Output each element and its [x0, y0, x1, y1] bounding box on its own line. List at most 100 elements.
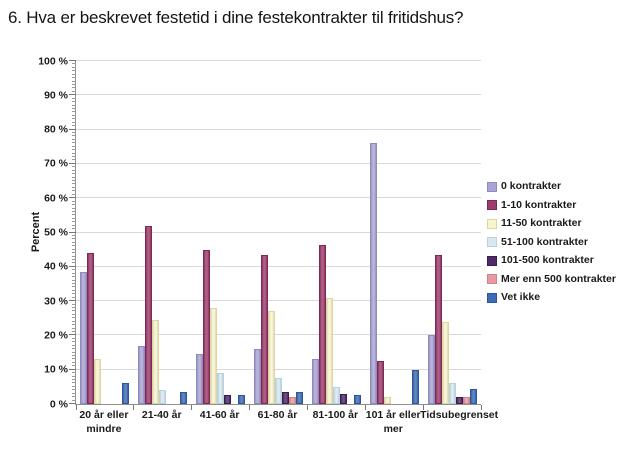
legend-item: 11-50 kontrakter: [487, 218, 616, 229]
bar-1-10-kontrakter: [145, 225, 153, 404]
y-minor-tick: [72, 183, 76, 185]
bar-11-50-kontrakter: [94, 359, 102, 404]
bar-group: [365, 61, 423, 404]
y-minor-tick: [72, 149, 76, 151]
y-tick-label: 50 %: [44, 226, 68, 239]
legend: 0 kontrakter 1-10 kontrakter 11-50 kontrak…: [487, 181, 616, 311]
legend-item: 1-10 kontrakter: [487, 200, 616, 211]
y-minor-tick: [72, 104, 76, 106]
x-axis-tick: [249, 405, 251, 410]
y-minor-tick: [72, 306, 76, 308]
bar-group: [76, 61, 134, 404]
y-minor-tick: [72, 228, 76, 230]
y-minor-tick: [72, 327, 76, 329]
legend-item: 101-500 kontrakter: [487, 255, 616, 266]
y-minor-tick: [72, 152, 76, 154]
chart-title: 6. Hva er beskrevet festetid i dine fest…: [8, 8, 464, 27]
y-minor-tick: [72, 135, 76, 137]
legend-label: 1-10 kontrakter: [501, 198, 577, 211]
legend-swatch: [487, 292, 497, 303]
bar-group: [192, 61, 250, 404]
y-minor-tick: [72, 310, 76, 312]
y-minor-tick: [72, 358, 76, 360]
y-minor-tick: [72, 224, 76, 226]
x-category-label: 81-100 år: [312, 409, 359, 421]
gridline: [76, 60, 481, 61]
y-tick-label: 30 %: [44, 294, 68, 307]
y-minor-tick: [72, 210, 76, 212]
y-minor-tick: [72, 142, 76, 144]
legend-swatch: [487, 200, 497, 210]
y-minor-tick: [72, 269, 76, 271]
legend-item: 0 kontrakter: [487, 181, 616, 192]
legend-label: Mer enn 500 kontrakter: [501, 272, 616, 285]
y-major-tick: [69, 94, 76, 96]
legend-swatch: [487, 218, 497, 229]
y-minor-tick: [72, 282, 76, 284]
x-axis-tick: [75, 405, 77, 410]
y-tick-label: 70 %: [44, 157, 68, 170]
y-minor-tick: [72, 118, 76, 120]
bar-0-kontrakter: [80, 271, 88, 404]
y-major-tick: [69, 60, 76, 61]
bar-11-50-kontrakter: [152, 319, 160, 404]
y-minor-tick: [72, 84, 76, 86]
bar-0-kontrakter: [253, 349, 261, 404]
y-minor-tick: [72, 344, 76, 346]
bar-vet-ikke: [411, 369, 419, 404]
x-category-label: Tidsubegrenset: [420, 409, 499, 421]
x-axis-tick: [364, 405, 366, 410]
bar-0-kontrakter: [311, 359, 319, 404]
legend-label: Vet ikke: [501, 291, 541, 304]
y-major-tick: [69, 128, 76, 130]
bar-101-500-kontrakter: [455, 397, 463, 404]
plot-area: 0 % 10 % 20 % 30 % 40 % 50 % 60 % 70 % 80 % 90 % 1…: [38, 56, 482, 410]
y-minor-tick: [72, 341, 76, 343]
y-major-tick: [69, 403, 76, 404]
y-minor-tick: [72, 303, 76, 305]
y-tick-label: 90 %: [44, 89, 68, 102]
y-minor-tick: [72, 379, 76, 380]
y-minor-tick: [72, 190, 76, 192]
legend-label: 51-100 kontrakter: [501, 235, 588, 248]
y-minor-tick: [72, 372, 76, 374]
y-minor-tick: [72, 351, 76, 353]
y-minor-tick: [72, 207, 76, 209]
y-minor-tick: [72, 166, 76, 168]
y-minor-tick: [72, 238, 76, 240]
y-minor-tick: [72, 159, 76, 161]
y-minor-tick: [72, 214, 76, 216]
x-axis-tick: [480, 405, 482, 410]
bar-11-50-kontrakter: [267, 311, 275, 404]
bar-vet-ikke: [469, 388, 477, 404]
y-minor-tick: [72, 245, 76, 247]
legend-swatch: [487, 181, 497, 192]
gridline: [76, 265, 481, 267]
bar-11-50-kontrakter: [383, 397, 391, 404]
y-minor-tick: [72, 80, 76, 82]
y-minor-tick: [72, 138, 76, 140]
y-minor-tick: [72, 324, 76, 326]
y-major-tick: [69, 300, 76, 302]
y-minor-tick: [72, 169, 76, 171]
y-tick-label: 80 %: [44, 123, 68, 136]
y-major-tick: [69, 368, 76, 370]
y-minor-tick: [72, 317, 76, 319]
y-tick-label: 100 %: [38, 54, 68, 67]
bar-group: [134, 61, 192, 404]
y-minor-tick: [72, 289, 76, 291]
y-minor-tick: [72, 279, 76, 281]
bar-0-kontrakter: [196, 354, 204, 404]
y-minor-tick: [72, 180, 76, 182]
bar-0-kontrakter: [138, 345, 146, 404]
y-minor-tick: [72, 399, 76, 401]
y-minor-tick: [72, 221, 76, 223]
y-minor-tick: [72, 272, 76, 274]
y-minor-tick: [72, 385, 76, 387]
x-category-label: 20 år eller mindre: [79, 409, 129, 435]
y-minor-tick: [72, 200, 76, 202]
bar-group: [423, 61, 481, 404]
y-minor-tick: [72, 101, 76, 103]
bar-101-500-kontrakter: [339, 393, 347, 404]
